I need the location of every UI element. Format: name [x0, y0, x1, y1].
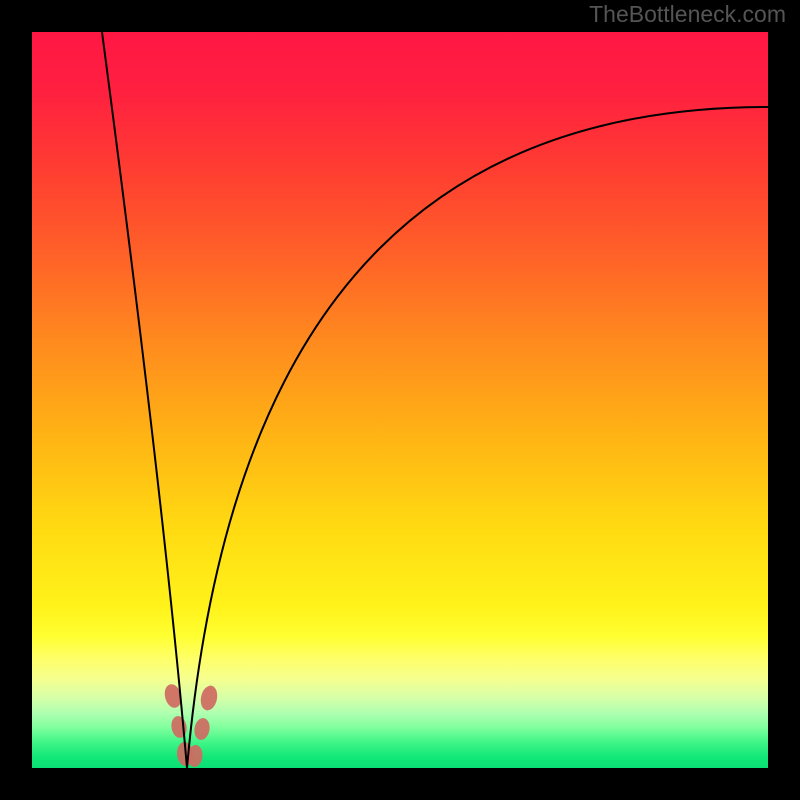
curve-marker — [170, 715, 189, 739]
watermark-text: TheBottleneck.com — [589, 1, 786, 28]
curve-marker — [199, 684, 220, 712]
bottleneck-curve — [102, 32, 768, 768]
chart-overlay — [0, 0, 800, 800]
curve-marker — [193, 717, 212, 741]
